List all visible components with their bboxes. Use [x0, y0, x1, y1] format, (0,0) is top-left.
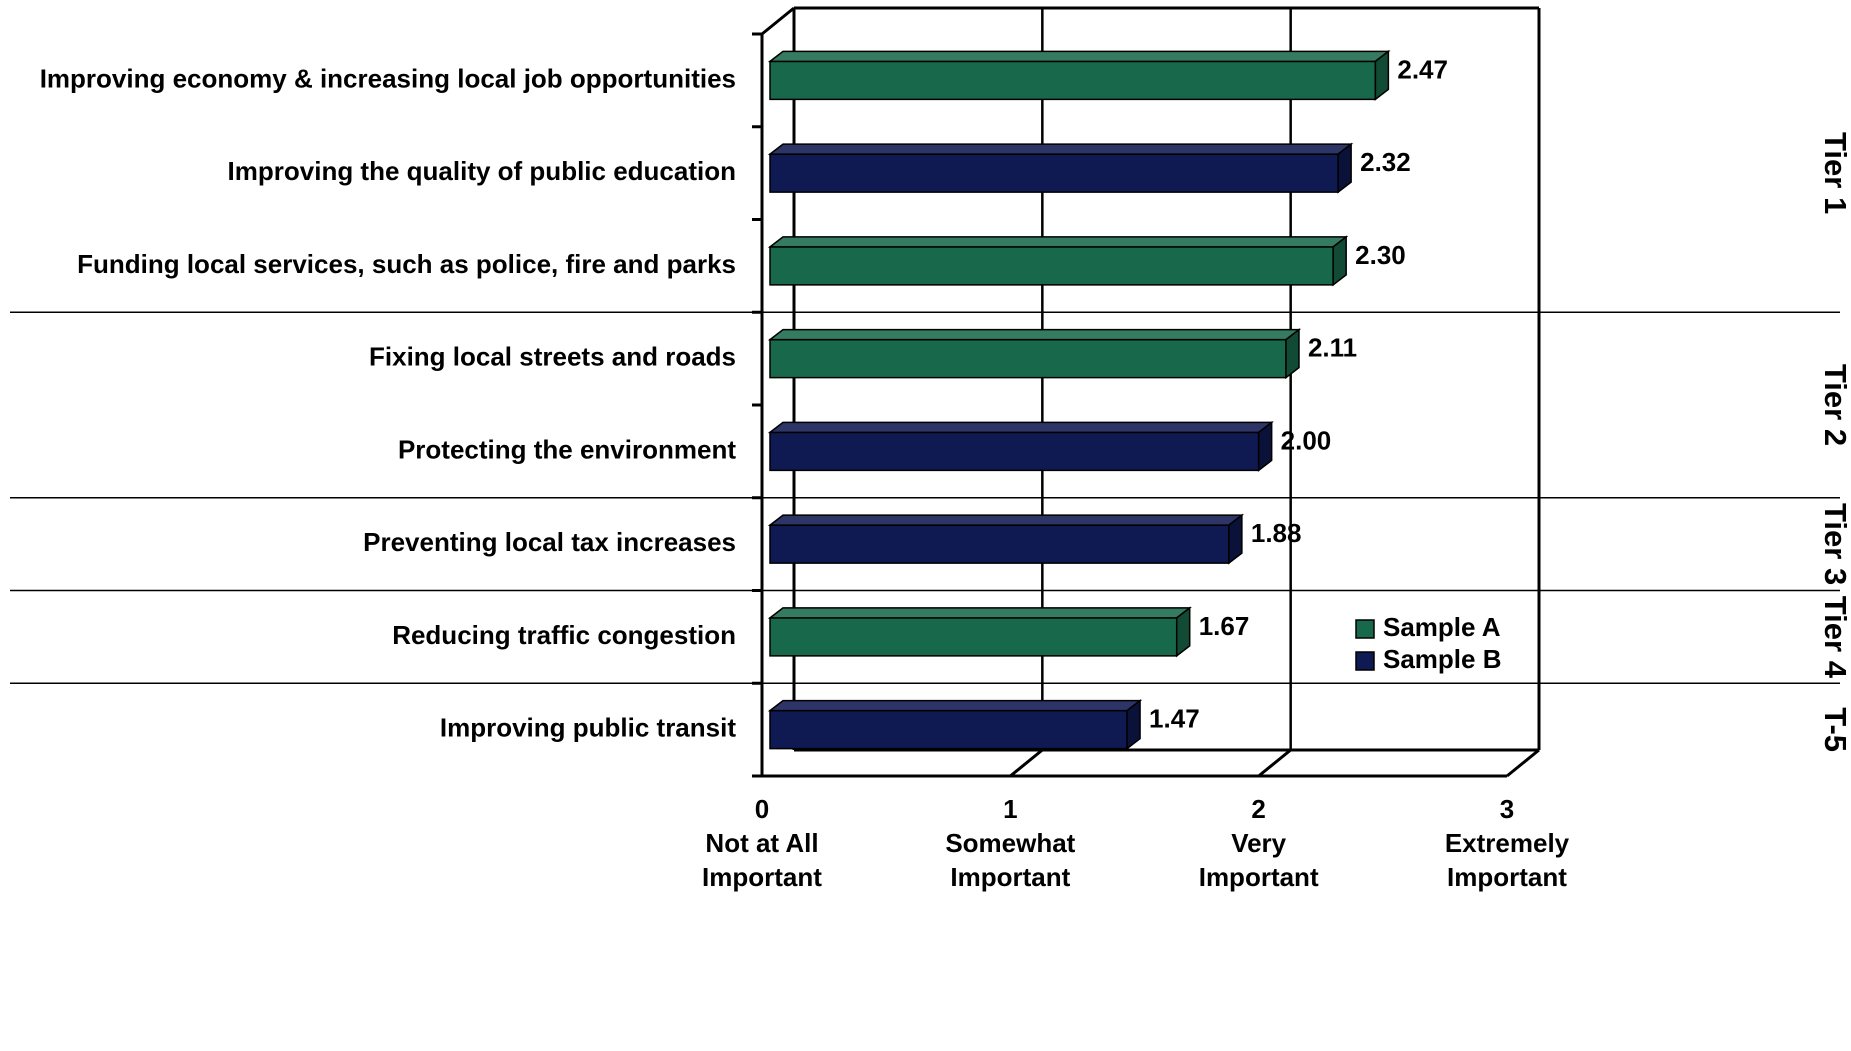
bar-side [1374, 49, 1390, 101]
bar-side [1228, 513, 1243, 565]
bar [767, 420, 1274, 472]
x-tick-description: Important [950, 862, 1070, 892]
tier-labels: Tier 1 Tier 2 Tier 3 Tier 4 T-5 [1818, 132, 1851, 752]
value-label: 2.30 [1355, 240, 1406, 270]
bar [767, 328, 1302, 380]
x-tick-description: Very [1231, 828, 1286, 858]
value-label: 2.47 [1397, 54, 1448, 84]
category-label: Reducing traffic congestion [392, 620, 736, 650]
value-labels: 2.47 2.32 2.30 2.11 2.00 1.88 1.67 1.47 [1149, 54, 1448, 733]
tier-label: Tier 2 [1818, 364, 1851, 446]
top-left-edge [761, 6, 795, 36]
value-label: 1.88 [1251, 518, 1302, 548]
category-labels: Improving economy & increasing local job… [40, 63, 737, 742]
value-label: 1.47 [1149, 704, 1200, 734]
bar-front [769, 524, 1230, 564]
bar-side [1175, 606, 1191, 658]
bar-front [769, 709, 1128, 750]
bar [767, 699, 1143, 751]
bar-front [769, 60, 1377, 101]
tier-label: Tier 3 [1818, 503, 1851, 585]
bar-top [767, 143, 1354, 155]
x-tick-description: Important [1447, 862, 1567, 892]
x-tick-description: Somewhat [945, 828, 1075, 858]
legend-label: Sample A [1383, 612, 1501, 642]
category-label: Improving the quality of public educatio… [228, 156, 736, 186]
value-label: 2.11 [1308, 333, 1357, 363]
tier-label: Tier 4 [1818, 596, 1851, 679]
bar-side [1332, 235, 1347, 287]
x-axis: 0 Not at All Important 1 Somewhat Important 2 V… [702, 794, 1570, 892]
bar [767, 235, 1349, 287]
tier-dividers [10, 311, 1840, 684]
category-label: Improving economy & increasing local job… [40, 63, 736, 93]
bar-front [769, 153, 1339, 193]
bar-top [767, 607, 1192, 619]
legend-swatch [1355, 619, 1375, 639]
x-tick-label: 0 [755, 794, 769, 824]
bar-top [767, 328, 1302, 341]
x-tick-label: 3 [1500, 794, 1514, 824]
value-label: 2.32 [1360, 147, 1411, 177]
bar-front [769, 617, 1178, 657]
bar-side [1337, 142, 1352, 194]
x-tick-description: Extremely [1445, 828, 1570, 858]
category-label: Funding local services, such as police, … [77, 249, 736, 279]
bar-front [769, 246, 1334, 286]
x-tick-description: Important [1199, 862, 1319, 892]
tier-label: Tier 1 [1818, 132, 1851, 214]
bar-top [767, 514, 1245, 526]
bar-top [767, 699, 1143, 712]
category-label: Protecting the environment [398, 434, 736, 464]
bar [767, 513, 1245, 565]
bar [767, 606, 1192, 658]
value-label: 1.67 [1199, 611, 1250, 641]
category-label: Preventing local tax increases [363, 527, 736, 557]
bar [767, 49, 1391, 101]
bar-front [769, 338, 1287, 379]
x-tick-label: 2 [1251, 794, 1265, 824]
category-label: Fixing local streets and roads [369, 342, 736, 372]
x-tick-description: Not at All [705, 828, 818, 858]
legend-label: Sample B [1383, 644, 1502, 674]
floor-diagonal-2 [1257, 748, 1292, 778]
bar-side [1126, 699, 1141, 751]
tier-label: T-5 [1818, 707, 1851, 752]
bar-side [1257, 420, 1273, 472]
bar-top [767, 421, 1274, 434]
bars [767, 49, 1391, 751]
bar [767, 142, 1354, 194]
value-label: 2.00 [1281, 425, 1332, 455]
floor-diagonal-3 [1506, 748, 1540, 778]
floor-diagonal-1 [1009, 748, 1044, 778]
bar-top [767, 236, 1349, 248]
category-label: Improving public transit [440, 713, 736, 743]
bar-top [767, 50, 1391, 63]
x-tick-description: Important [702, 862, 822, 892]
bar-front [769, 431, 1260, 472]
bar-side [1285, 328, 1300, 380]
x-tick-label: 1 [1003, 794, 1017, 824]
legend-swatch [1355, 651, 1375, 671]
